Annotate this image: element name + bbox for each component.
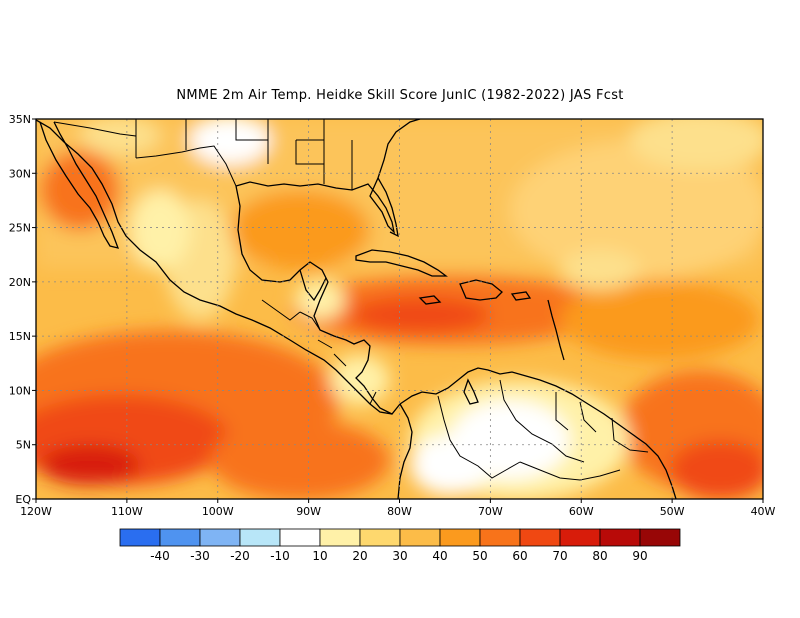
lon-tick-label: 110W	[111, 505, 143, 518]
colorbar-swatch	[159, 528, 201, 547]
colorbar-label: -40	[150, 549, 170, 563]
colorbar-label: 90	[632, 549, 647, 563]
coastlines	[36, 119, 677, 499]
colorbar-label: 50	[472, 549, 487, 563]
lon-tick-label: 70W	[478, 505, 503, 518]
colorbar-label: 10	[312, 549, 327, 563]
latitude-axis: 35N 30N 25N 20N 15N 10N 5N EQ	[9, 113, 36, 506]
colorbar-swatch	[519, 528, 561, 547]
lon-tick-label: 80W	[387, 505, 412, 518]
colorbar-label: 80	[592, 549, 607, 563]
colorbar-swatch	[439, 528, 481, 547]
colorbar-swatch	[599, 528, 641, 547]
colorbar-label: 20	[352, 549, 367, 563]
colorbar-swatch	[399, 528, 441, 547]
lon-tick-label: 60W	[569, 505, 594, 518]
lat-tick-label: 5N	[16, 439, 31, 452]
lon-tick-label: 40W	[751, 505, 776, 518]
colorbar-label: 30	[392, 549, 407, 563]
colorbar: -40 -30 -20 -10 10 20 30 40 50 60 70 80 90	[119, 528, 681, 563]
colorbar-label: 60	[512, 549, 527, 563]
colorbar-swatch	[559, 528, 601, 547]
longitude-axis: 120W 110W 100W 90W 80W 70W 60W 50W 40W	[20, 499, 776, 518]
lat-tick-label: 20N	[9, 276, 31, 289]
lat-tick-label: 30N	[9, 167, 31, 180]
lon-tick-label: 120W	[20, 505, 52, 518]
lat-tick-label: 35N	[9, 113, 31, 126]
colorbar-swatch	[639, 528, 681, 547]
lon-tick-label: 90W	[296, 505, 321, 518]
lat-tick-label: 25N	[9, 222, 31, 235]
colorbar-label: -20	[230, 549, 250, 563]
map-title: NMME 2m Air Temp. Heidke Skill Score Jun…	[176, 88, 624, 103]
colorbar-swatch	[319, 528, 361, 547]
lat-tick-label: 15N	[9, 330, 31, 343]
colorbar-label: 40	[432, 549, 447, 563]
colorbar-label: 70	[552, 549, 567, 563]
colorbar-swatch	[119, 528, 161, 547]
colorbar-swatch	[199, 528, 241, 547]
colorbar-label: -30	[190, 549, 210, 563]
skill-field	[36, 119, 763, 499]
lon-tick-label: 100W	[202, 505, 234, 518]
lon-tick-label: 50W	[660, 505, 685, 518]
colorbar-swatch	[239, 528, 281, 547]
lat-tick-label: EQ	[15, 493, 31, 506]
colorbar-swatch	[479, 528, 521, 547]
colorbar-swatch	[279, 528, 321, 547]
colorbar-swatch	[359, 528, 401, 547]
borders	[53, 119, 649, 481]
gridlines	[36, 119, 763, 499]
colorbar-label: -10	[270, 549, 290, 563]
lat-tick-label: 10N	[9, 384, 31, 397]
